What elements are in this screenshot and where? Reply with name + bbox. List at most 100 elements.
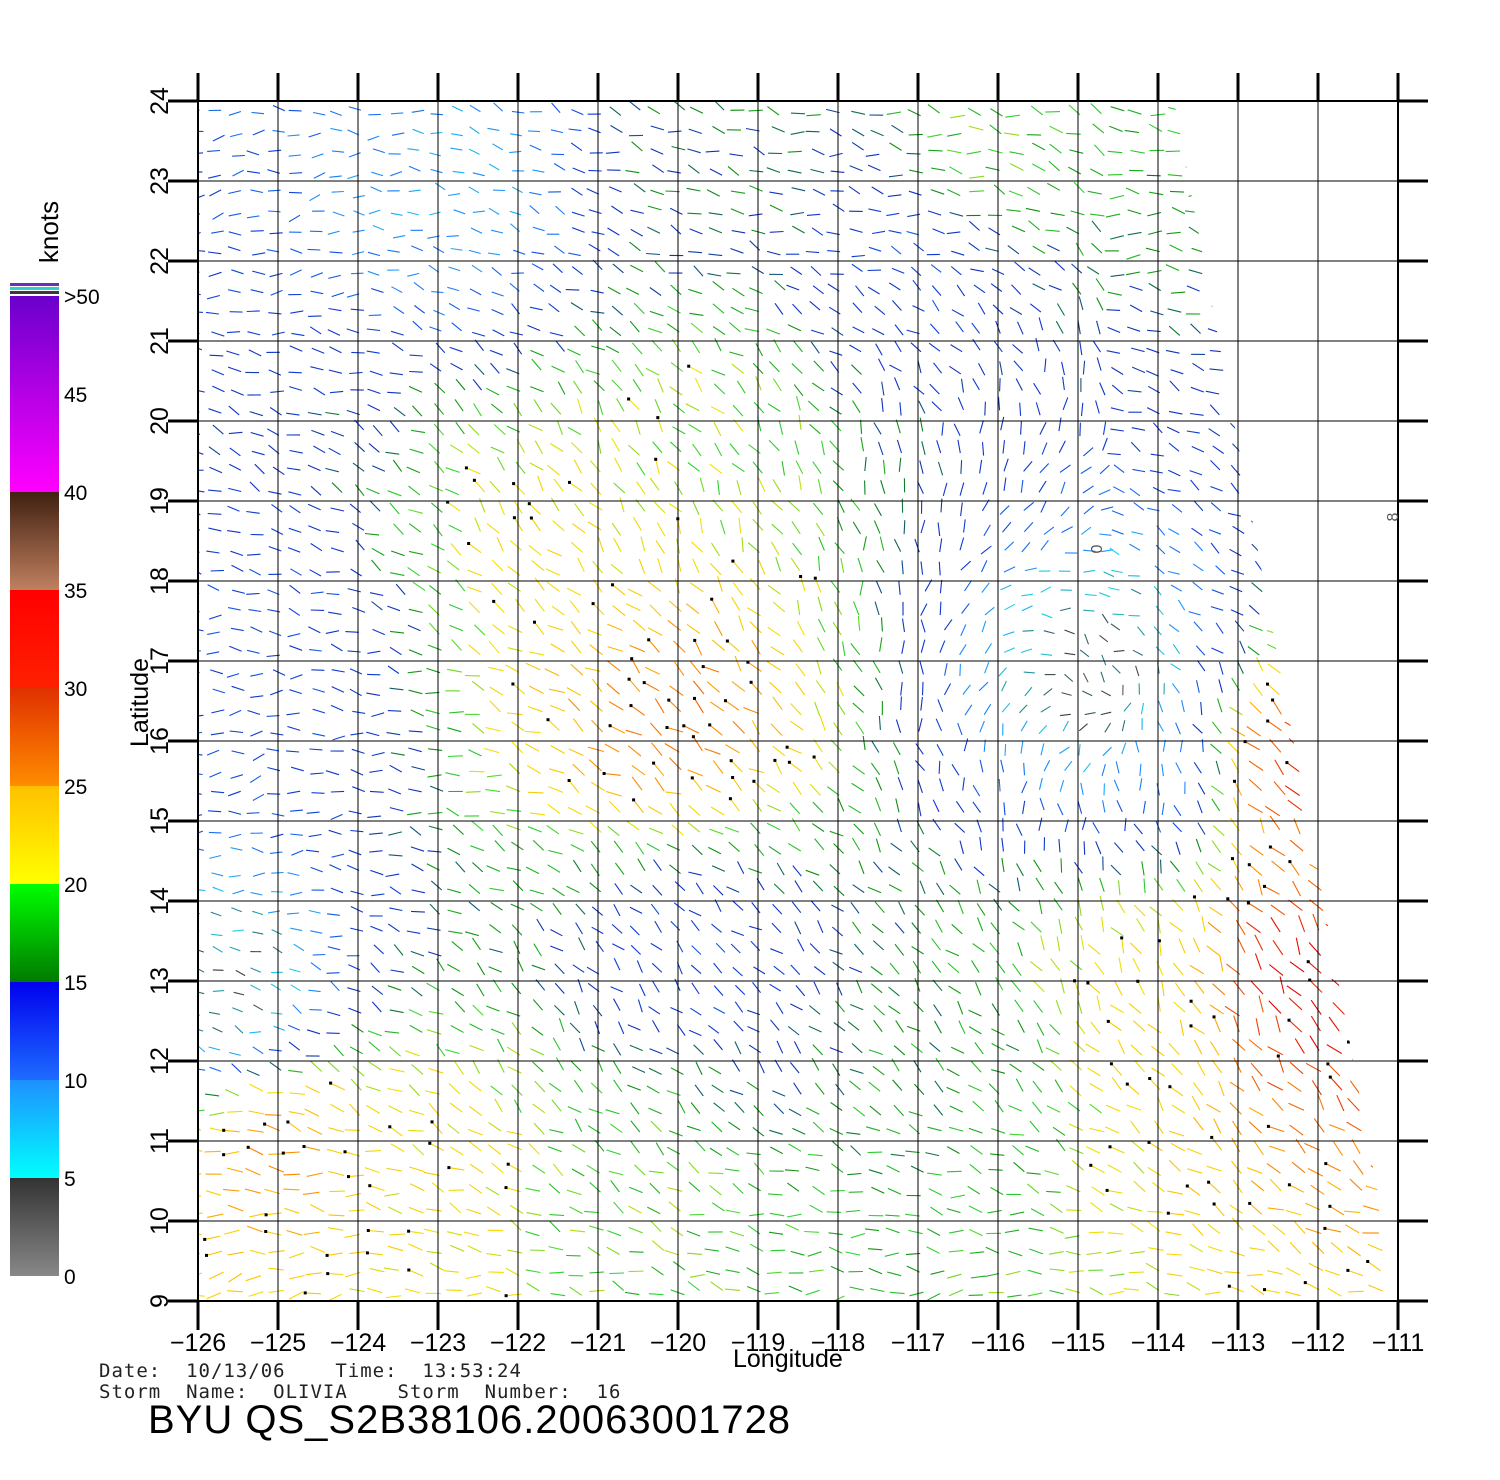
wind-vector (468, 1105, 483, 1117)
wind-vector (672, 426, 686, 435)
wind-vector (198, 152, 204, 155)
wind-vector (1289, 509, 1303, 517)
wind-vector (1269, 1145, 1286, 1152)
wind-vector (249, 568, 261, 576)
x-tick-label: −122 (490, 1329, 546, 1357)
in-plot-label: 8 (1385, 512, 1402, 521)
wind-vector (451, 987, 464, 997)
wind-vector (227, 1167, 244, 1173)
wind-vector (476, 962, 486, 976)
wind-vector (670, 1067, 684, 1075)
wind-vector (749, 1213, 764, 1217)
wind-vector (491, 308, 504, 316)
wind-vector (724, 1168, 740, 1172)
wind-vector (366, 350, 380, 354)
wind-vector (231, 1063, 242, 1073)
wind-vector (1269, 739, 1282, 753)
wind-vector (230, 627, 244, 632)
wind-vector (1059, 746, 1070, 754)
wind-vector (687, 822, 701, 833)
rain-flag-mark (1226, 897, 1230, 901)
wind-vector (408, 165, 421, 172)
wind-vector (1165, 264, 1180, 272)
wind-vector (1020, 648, 1033, 654)
wind-vector (654, 777, 665, 792)
wind-vector (454, 399, 464, 412)
wind-vector (796, 599, 801, 615)
wind-vector (1329, 1205, 1345, 1216)
wind-vector (507, 712, 523, 716)
wind-vector (669, 207, 683, 215)
wind-vector (426, 982, 440, 991)
wind-vector (1251, 543, 1262, 555)
wind-vector (1121, 742, 1127, 755)
wind-vector (808, 1025, 822, 1033)
wind-vector (346, 864, 360, 872)
wind-vector (1272, 1224, 1286, 1235)
wind-vector (647, 106, 661, 115)
wind-vector (657, 417, 664, 433)
wind-vector (570, 302, 584, 311)
wind-vector (409, 1024, 423, 1033)
wind-vector (788, 843, 802, 852)
wind-vector (690, 1102, 701, 1114)
colorbar-band (10, 982, 59, 1080)
wind-vector (1252, 1224, 1266, 1236)
wind-vector (287, 547, 301, 553)
wind-vector (326, 592, 340, 596)
wind-vector (1011, 225, 1026, 233)
wind-vector (389, 502, 400, 515)
wind-vector (1234, 875, 1244, 891)
wind-vector (725, 700, 740, 711)
colorbar-tick-label: 30 (64, 678, 87, 701)
wind-vector (209, 466, 223, 474)
rain-flag-mark (1323, 1226, 1327, 1230)
wind-vector (326, 972, 340, 974)
wind-vector (408, 649, 423, 656)
wind-vector (1110, 428, 1124, 432)
wind-vector (607, 247, 620, 257)
wind-vector (389, 807, 404, 812)
wind-vector (447, 909, 462, 915)
wind-vector (613, 903, 621, 917)
wind-vector (951, 923, 963, 935)
wind-vector (935, 718, 943, 732)
wind-vector (983, 524, 991, 537)
wind-vector (270, 983, 282, 991)
wind-vector (586, 966, 600, 975)
wind-vector (198, 714, 204, 718)
wind-vector (1113, 486, 1125, 494)
wind-vector (1026, 1172, 1041, 1175)
wind-vector (865, 153, 880, 157)
wind-vector (1270, 917, 1281, 933)
rain-flag-mark (472, 478, 476, 482)
wind-vector (806, 114, 821, 117)
wind-vector (412, 320, 423, 331)
wind-vector (910, 1165, 924, 1173)
wind-vector (670, 441, 682, 453)
wind-vector (937, 522, 941, 537)
wind-vector (851, 128, 865, 137)
wind-vector (529, 205, 540, 215)
wind-vector (367, 404, 381, 412)
wind-vector (1009, 1133, 1025, 1136)
wind-vector (389, 572, 405, 576)
wind-vector (570, 620, 581, 635)
wind-vector (1087, 944, 1101, 955)
wind-vector (1210, 226, 1224, 232)
wind-vector (709, 463, 723, 474)
wind-vector (939, 640, 946, 653)
wind-vector (230, 133, 243, 138)
wind-vector (250, 984, 261, 991)
wind-vector (850, 643, 861, 656)
wind-vector (1284, 721, 1300, 732)
rain-flag-mark (1326, 1062, 1330, 1066)
wind-vector (1191, 1095, 1201, 1111)
wind-vector (706, 681, 720, 693)
wind-vector (1269, 106, 1282, 116)
rain-flag-mark (326, 1272, 330, 1276)
wind-vector (1040, 653, 1053, 656)
wind-vector (728, 1121, 741, 1131)
wind-vector (550, 497, 560, 512)
wind-vector (429, 211, 441, 216)
